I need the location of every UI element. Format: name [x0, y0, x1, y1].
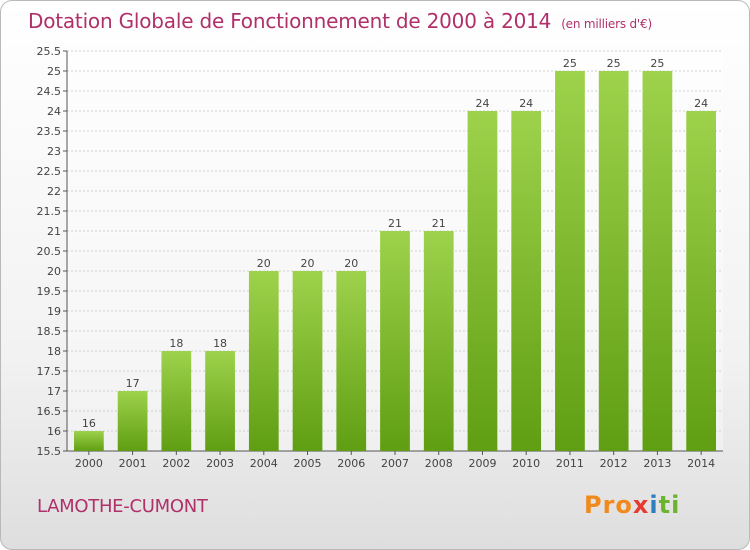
logo-part-3: i [649, 491, 659, 519]
y-tick-label: 20.5 [37, 245, 62, 258]
bar-value-label: 18 [169, 337, 183, 350]
y-tick-label: 17 [47, 385, 61, 398]
x-tick-label: 2001 [119, 457, 147, 470]
x-tick-label: 2002 [162, 457, 190, 470]
y-tick-label: 17.5 [37, 365, 62, 378]
y-tick-label: 23.5 [37, 125, 62, 138]
y-tick-label: 18 [47, 345, 61, 358]
y-tick-label: 21.5 [37, 205, 62, 218]
bar-value-label: 24 [694, 97, 708, 110]
bar-value-label: 21 [432, 217, 446, 230]
bar-value-label: 24 [475, 97, 489, 110]
y-tick-label: 18.5 [37, 325, 62, 338]
logo-part-4: ti [658, 491, 681, 519]
bar-value-label: 18 [213, 337, 227, 350]
x-tick-label: 2014 [687, 457, 715, 470]
bar [686, 111, 717, 451]
bar [205, 351, 235, 451]
bar [73, 431, 104, 451]
bar [555, 71, 585, 451]
chart-title: Dotation Globale de Fonctionnement de 20… [28, 9, 652, 33]
bar-value-label: 25 [563, 57, 577, 70]
x-tick-label: 2013 [643, 457, 671, 470]
x-tick-label: 2012 [600, 457, 628, 470]
y-tick-label: 24.5 [37, 85, 62, 98]
bar-value-label: 21 [388, 217, 402, 230]
y-tick-label: 25 [47, 65, 61, 78]
bar [467, 111, 498, 451]
logo-part-1: Pro [584, 491, 633, 519]
x-tick-label: 2009 [468, 457, 496, 470]
bar-value-label: 20 [301, 257, 315, 270]
bar [292, 271, 323, 451]
chart-subtitle: (en milliers d'€) [561, 17, 652, 31]
y-tick-label: 16 [47, 425, 61, 438]
bar [511, 111, 542, 451]
y-tick-label: 22 [47, 185, 61, 198]
x-tick-label: 2007 [381, 457, 409, 470]
title-text: Dotation Globale de Fonctionnement de 20… [28, 9, 552, 33]
logo-part-2: x [632, 491, 650, 519]
y-tick-label: 19.5 [37, 285, 62, 298]
bar [380, 231, 410, 451]
bar-value-label: 20 [257, 257, 271, 270]
bar-value-label: 25 [650, 57, 664, 70]
x-tick-label: 2005 [294, 457, 322, 470]
y-tick-label: 19 [47, 305, 61, 318]
bar [642, 71, 673, 451]
y-tick-label: 22.5 [37, 165, 62, 178]
x-tick-label: 2004 [250, 457, 278, 470]
bar [423, 231, 454, 451]
x-tick-label: 2010 [512, 457, 540, 470]
bar [336, 271, 367, 451]
bar-value-label: 25 [607, 57, 621, 70]
bar [117, 391, 148, 451]
y-tick-label: 25.5 [37, 45, 62, 58]
commune-name: LAMOTHE-CUMONT [37, 496, 208, 517]
x-tick-label: 2000 [75, 457, 103, 470]
bar [248, 271, 279, 451]
bar [161, 351, 192, 451]
y-tick-label: 24 [47, 105, 61, 118]
proxiti-logo[interactable]: Proxiti [584, 491, 680, 519]
y-tick-label: 16.5 [37, 405, 62, 418]
x-tick-label: 2006 [337, 457, 365, 470]
x-tick-label: 2011 [556, 457, 584, 470]
bar-value-label: 17 [126, 377, 140, 390]
y-tick-label: 20 [47, 265, 61, 278]
y-tick-label: 15.5 [37, 445, 62, 458]
bar-value-label: 20 [344, 257, 358, 270]
x-tick-label: 2008 [425, 457, 453, 470]
bar-value-label: 16 [82, 417, 96, 430]
bar [598, 71, 629, 451]
x-tick-label: 2003 [206, 457, 234, 470]
y-tick-label: 23 [47, 145, 61, 158]
y-tick-label: 21 [47, 225, 61, 238]
bar-value-label: 24 [519, 97, 533, 110]
